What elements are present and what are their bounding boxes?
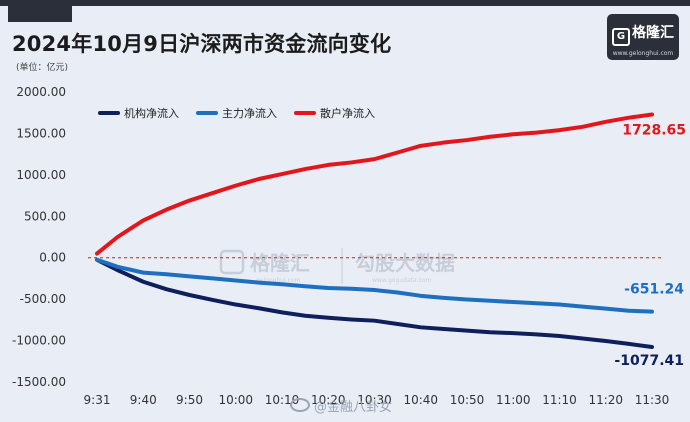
y-tick-label: 1000.00: [16, 168, 66, 182]
watermark-logo-icon: [219, 249, 245, 275]
weibo-icon: [290, 398, 310, 412]
x-tick-label: 11:20: [588, 393, 623, 407]
x-tick-label: 9:50: [176, 393, 203, 407]
watermark-site-2: www.gogudata.com: [372, 277, 432, 284]
weibo-watermark: @金融八卦女: [290, 396, 392, 415]
legend-label: 机构净流入: [124, 106, 179, 120]
series-line: [95, 257, 654, 314]
background-watermark: 格隆汇 gelonghui.com 勾股大数据 www.gogudata.com: [219, 248, 455, 284]
end-value-label: -1077.41: [614, 353, 684, 369]
series-line: [95, 112, 654, 256]
brand-logo: G 格隆汇 www.gelonghui.com: [607, 14, 679, 60]
x-tick-label: 9:31: [84, 393, 111, 407]
x-tick-label: 10:00: [218, 393, 253, 407]
end-value-label: 1728.65: [622, 122, 686, 138]
watermark-text: 勾股大数据: [355, 251, 455, 275]
watermark-brand: 格隆汇: [250, 251, 310, 275]
y-tick-label: -1500.00: [12, 375, 66, 389]
logo-site: www.gelonghui.com: [612, 50, 674, 57]
logo-mark-icon: G: [612, 28, 630, 46]
y-tick-label: -1000.00: [12, 334, 66, 348]
legend-label: 主力净流入: [222, 106, 277, 120]
x-tick-label: 10:30: [357, 393, 392, 407]
y-tick-label: 500.00: [24, 209, 66, 223]
x-tick-label: 10:20: [311, 393, 346, 407]
x-tick-label: 9:40: [130, 393, 157, 407]
series-line: [95, 257, 654, 349]
weibo-text: @金融八卦女: [314, 400, 393, 415]
x-tick-label: 10:40: [403, 393, 438, 407]
legend-label: 散户净流入: [320, 106, 375, 120]
page-title: 2024年10月9日沪深两市资金流向变化: [12, 32, 392, 56]
y-tick-label: 1500.00: [16, 126, 66, 140]
x-tick-label: 11:30: [635, 393, 670, 407]
x-tick-label: 10:50: [450, 393, 485, 407]
y-tick-label: 2000.00: [16, 85, 66, 99]
end-value-label: -651.24: [624, 282, 684, 298]
x-tick-label: 11:00: [496, 393, 531, 407]
unit-label: (单位：亿元): [16, 63, 69, 73]
top-bar: [0, 0, 690, 6]
x-tick-label: 11:10: [542, 393, 577, 407]
y-tick-label: 0.00: [39, 251, 66, 265]
y-tick-label: -500.00: [20, 292, 66, 306]
logo-brand-text: 格隆汇: [632, 25, 674, 41]
logo-brand: G 格隆汇: [607, 22, 679, 46]
watermark-site: gelonghui.com: [256, 277, 301, 284]
header-block: [8, 0, 72, 22]
